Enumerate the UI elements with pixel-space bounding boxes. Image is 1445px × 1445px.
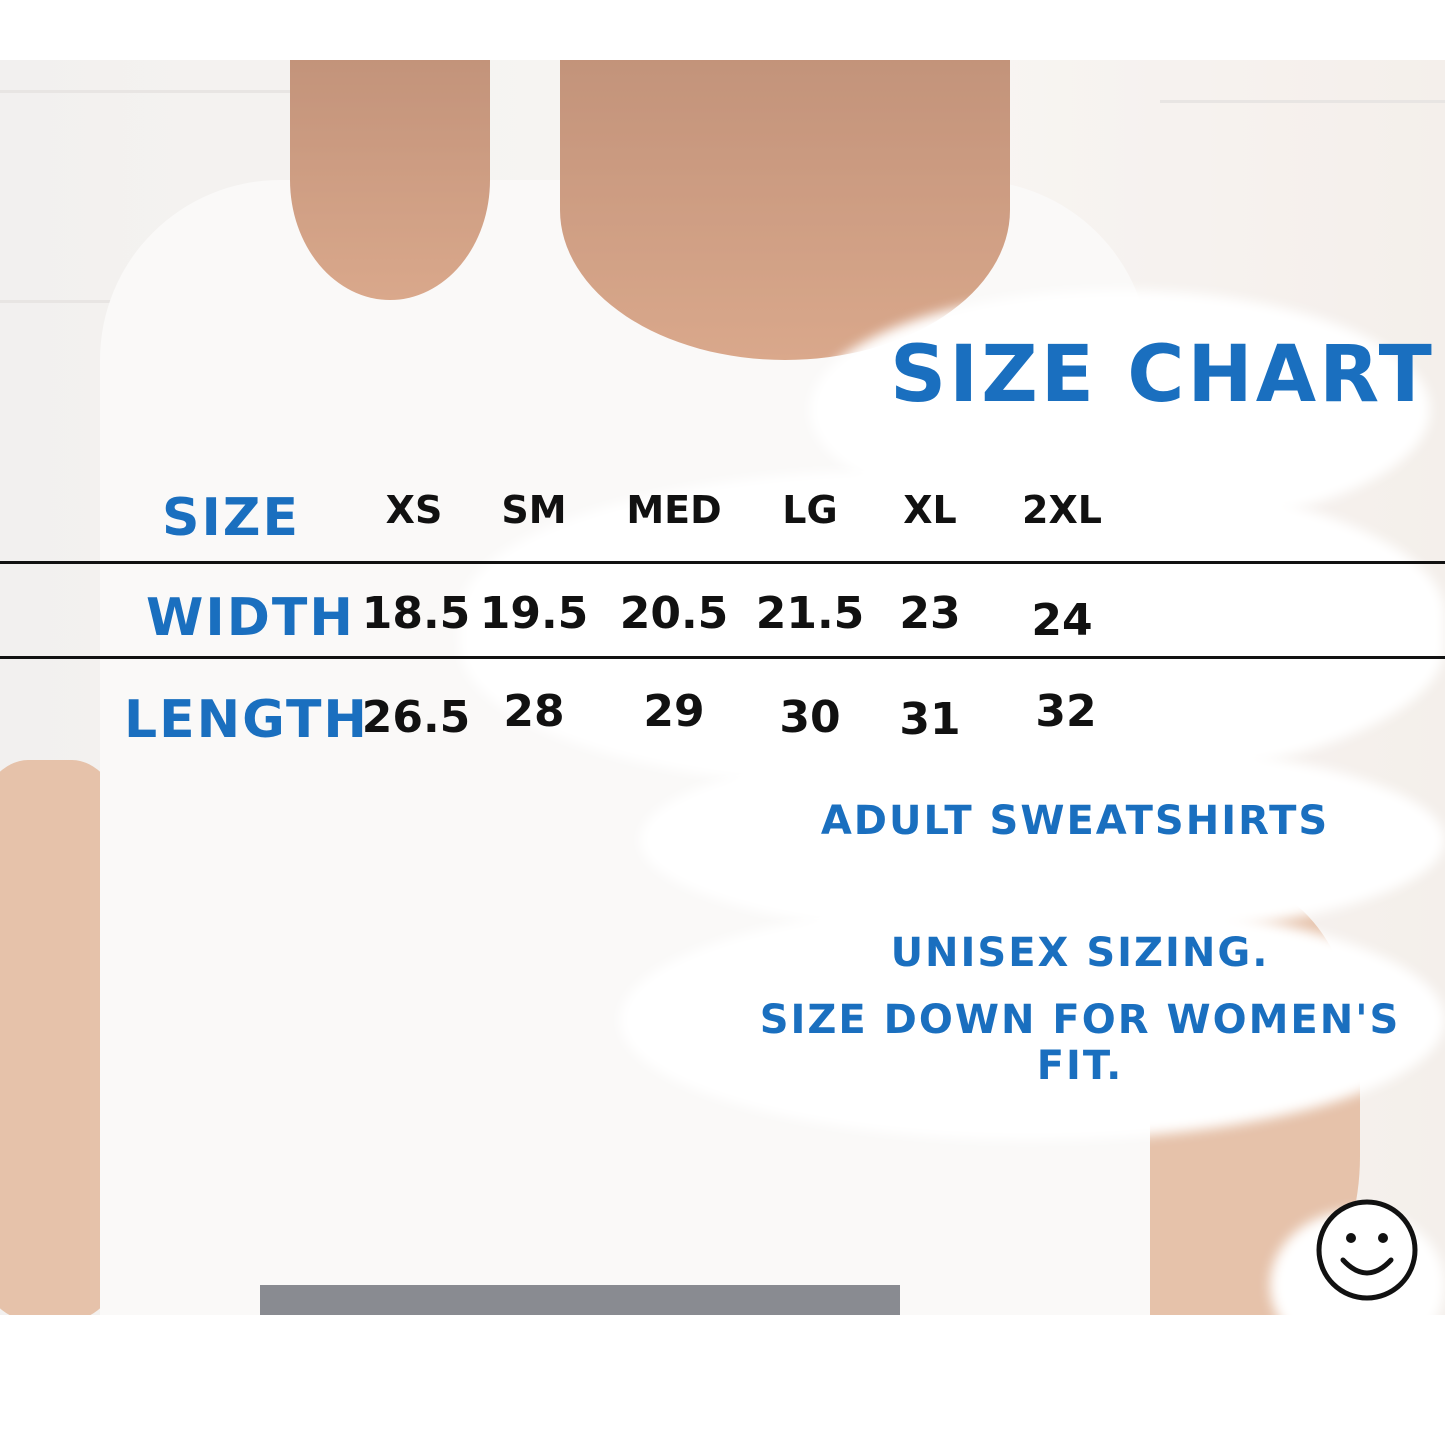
size-lg: LG [782, 488, 838, 532]
size-header: SIZE [162, 488, 301, 548]
smiley-face-icon [1316, 1199, 1418, 1301]
size-2xl: 2XL [1022, 488, 1102, 532]
length-label: LENGTH [124, 690, 369, 750]
width-label: WIDTH [146, 588, 355, 648]
width-lg: 21.5 [755, 588, 865, 639]
note-size-down: SIZE DOWN FOR WOMEN'S FIT. [759, 997, 1401, 1089]
product-label: ADULT SWEATSHIRTS [820, 798, 1330, 844]
length-med: 29 [643, 686, 705, 737]
size-xs: XS [385, 488, 443, 532]
width-xl: 23 [899, 588, 961, 639]
length-xs: 26.5 [361, 692, 471, 743]
length-2xl: 32 [1035, 686, 1097, 737]
length-xl: 31 [899, 694, 961, 745]
length-lg: 30 [779, 692, 841, 743]
note-unisex: UNISEX SIZING. [890, 930, 1270, 976]
width-sm: 19.5 [479, 588, 589, 639]
divider [0, 561, 1445, 564]
width-xs: 18.5 [361, 588, 471, 639]
size-xl: XL [903, 488, 957, 532]
width-med: 20.5 [619, 588, 729, 639]
size-sm: SM [501, 488, 567, 532]
divider [0, 656, 1445, 659]
size-med: MED [626, 488, 722, 532]
length-sm: 28 [503, 686, 565, 737]
background-photo [0, 60, 1445, 1315]
chart-title: SIZE CHART [890, 330, 1435, 420]
width-2xl: 24 [1031, 595, 1093, 646]
